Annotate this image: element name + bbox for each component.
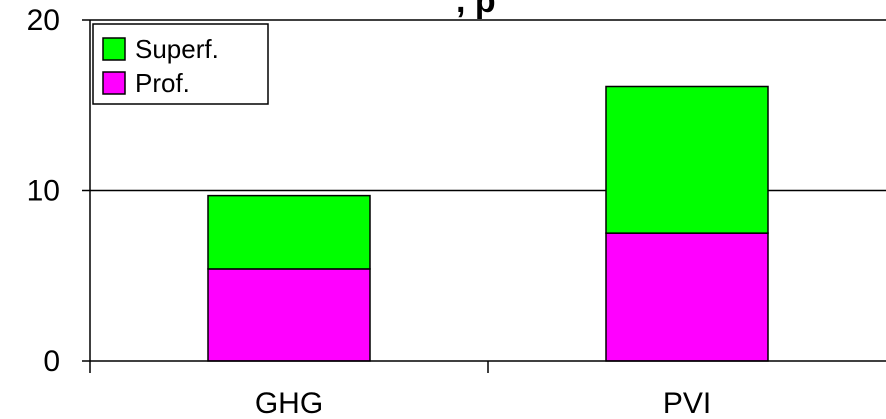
y-tick-label-10: 10 xyxy=(27,175,60,208)
bar-ghg-prof xyxy=(207,268,371,362)
x-tick-label-ghg: GHG xyxy=(255,387,323,419)
y-tick-label-0: 0 xyxy=(43,345,60,378)
legend-label-prof: Prof. xyxy=(135,68,190,98)
legend-label-superf: Superf. xyxy=(135,34,219,64)
legend-swatch-superf xyxy=(102,37,126,61)
y-tick-label-20: 20 xyxy=(27,4,60,37)
legend-swatch-prof xyxy=(102,71,126,95)
chart-title-fragment: , p xyxy=(456,0,496,20)
bar-pvi-prof xyxy=(605,232,769,362)
bar-ghg-superf xyxy=(207,194,371,270)
bar-pvi-superf xyxy=(605,85,769,234)
x-tick-label-pvi: PVI xyxy=(663,387,711,419)
